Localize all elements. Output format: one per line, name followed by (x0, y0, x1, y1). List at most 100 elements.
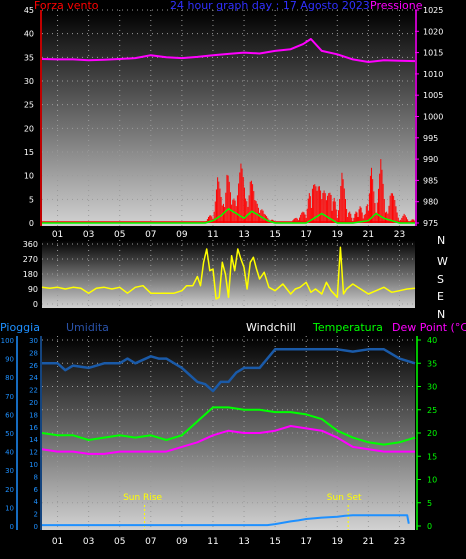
chart3-rain-tick-90: 90 (5, 356, 14, 364)
chart3-humidity-tick-4: 4 (34, 498, 39, 506)
chart2-y-tick-180: 180 (23, 270, 38, 279)
chart3-rain-tick-80: 80 (5, 374, 14, 382)
chart3-rain-label: Pioggia (0, 321, 40, 334)
chart2-y-tick-270: 270 (23, 255, 38, 264)
chart3-humidity-tick-12: 12 (29, 449, 38, 457)
chart3-x-tick-17: 17 (300, 537, 311, 547)
chart1-y2-tick-1020: 1020 (423, 27, 443, 36)
chart3-x-tick-23: 23 (394, 537, 405, 547)
chart1-y2-tick-1000: 1000 (423, 113, 443, 122)
chart3-dewpoint-line (41, 425, 415, 455)
temperature-marks: Sun Rise Sun Set (41, 348, 416, 530)
chart3-humidity-tick-6: 6 (34, 486, 39, 494)
chart1-x-tick-17: 17 (300, 230, 311, 240)
chart3-x-tick-19: 19 (332, 537, 344, 547)
chart1-y-tick-25: 25 (24, 101, 34, 110)
chart1-y2-tick-990: 990 (423, 155, 438, 164)
chart3-x-tick-11: 11 (207, 537, 218, 547)
chart2-compass-label-3: E (437, 290, 444, 303)
chart3-temperature-line (41, 406, 416, 446)
chart3-x-tick-01: 01 (52, 537, 63, 547)
chart3-rain-tick-70: 70 (5, 393, 14, 401)
temperature-grid (42, 336, 415, 530)
chart2-compass-label-1: W (437, 255, 448, 268)
chart3-y-tick-15: 15 (427, 452, 437, 461)
chart3-x-tick-07: 07 (145, 537, 156, 547)
chart1-y-tick-5: 5 (29, 195, 34, 204)
chart3-humidity-tick-0: 0 (34, 523, 38, 531)
chart1-y2-tick-975: 975 (423, 219, 438, 228)
chart3-humidity-label: Umidita (66, 321, 109, 334)
chart3-humidity-tick-26: 26 (29, 362, 38, 370)
chart3-humidity-tick-18: 18 (29, 411, 38, 419)
chart3-humidity-tick-8: 8 (34, 473, 38, 481)
chart2-y-tick-360: 360 (23, 240, 38, 249)
chart1-y-tick-35: 35 (24, 53, 34, 62)
chart3-y-tick-25: 25 (427, 406, 437, 415)
chart2-y-tick-90: 90 (28, 285, 38, 294)
chart1-x-tick-13: 13 (238, 230, 249, 240)
chart3-rain-tick-50: 50 (5, 430, 14, 438)
chart1-x-tick-21: 21 (363, 230, 374, 240)
chart3-rain-tick-20: 20 (5, 486, 14, 494)
chart1-y-tick-40: 40 (24, 30, 34, 39)
chart1-x-tick-03: 03 (83, 230, 94, 240)
chart3-rain-line (42, 514, 410, 527)
chart3-rain-tick-100: 100 (1, 337, 14, 345)
chart3-humidity-tick-20: 20 (29, 399, 38, 407)
chart1-x-tick-07: 07 (145, 230, 156, 240)
wind-pressure-marks (41, 38, 416, 224)
chart1-y2-tick-1010: 1010 (423, 70, 443, 79)
chart3-temperature-label: Temperatura (312, 321, 383, 334)
chart1-y2-tick-1015: 1015 (423, 49, 443, 58)
chart3-humidity-tick-2: 2 (34, 511, 38, 519)
chart3-x-tick-03: 03 (83, 537, 94, 547)
chart1-left-label: Forza vento (34, 0, 99, 12)
chart2-compass-label-4: N (437, 308, 445, 321)
chart1-y-tick-45: 45 (24, 6, 34, 15)
chart1-x-tick-11: 11 (207, 230, 218, 240)
chart1-x-tick-15: 15 (269, 230, 280, 240)
chart3-y-tick-30: 30 (427, 383, 437, 392)
chart3-rain-tick-40: 40 (5, 449, 14, 457)
chart3-humidity-tick-30: 30 (29, 337, 38, 345)
chart3-humidity-tick-28: 28 (29, 349, 38, 357)
chart3-y-tick-0: 0 (427, 522, 432, 531)
chart1-y2-tick-980: 980 (423, 198, 438, 207)
chart3-sunset-label: Sun Set (327, 493, 362, 503)
chart1-y-tick-20: 20 (24, 124, 34, 133)
chart3-rain-tick-0: 0 (10, 523, 14, 531)
chart1-x-tick-09: 09 (176, 230, 188, 240)
chart3-humidity-line (42, 348, 416, 393)
chart1-right-label: Pressione (370, 0, 423, 12)
chart3-humidity-tick-16: 16 (29, 424, 38, 432)
chart3-y-tick-5: 5 (427, 499, 432, 508)
chart3-rain-tick-30: 30 (5, 467, 14, 475)
chart3-y-tick-35: 35 (427, 359, 437, 368)
chart3-x-tick-21: 21 (363, 537, 374, 547)
chart1-gust-line (42, 208, 415, 224)
chart3-y-tick-40: 40 (427, 336, 437, 345)
chart1-y-tick-0: 0 (29, 219, 34, 228)
chart3-rain-tick-10: 10 (5, 504, 14, 512)
chart1-y-tick-30: 30 (24, 77, 34, 86)
chart2-compass-label-0: N (437, 234, 445, 247)
chart3-y-tick-20: 20 (427, 429, 437, 438)
chart1-y2-tick-985: 985 (423, 176, 438, 185)
chart1-x-tick-05: 05 (114, 230, 125, 240)
chart3-x-tick-15: 15 (269, 537, 280, 547)
chart1-y-tick-10: 10 (24, 172, 34, 181)
chart3-y-tick-10: 10 (427, 476, 437, 485)
chart3-humidity-tick-14: 14 (29, 436, 38, 444)
chart3-humidity-tick-22: 22 (29, 387, 38, 395)
wind-pressure-grid (42, 9, 415, 226)
chart3-humidity-tick-24: 24 (29, 374, 38, 382)
chart3-humidity-tick-10: 10 (29, 461, 38, 469)
chart1-x-tick-23: 23 (394, 230, 405, 240)
chart1-x-tick-19: 19 (332, 230, 344, 240)
chart2-y-tick-0: 0 (33, 300, 38, 309)
wind-direction-grid (42, 240, 415, 308)
